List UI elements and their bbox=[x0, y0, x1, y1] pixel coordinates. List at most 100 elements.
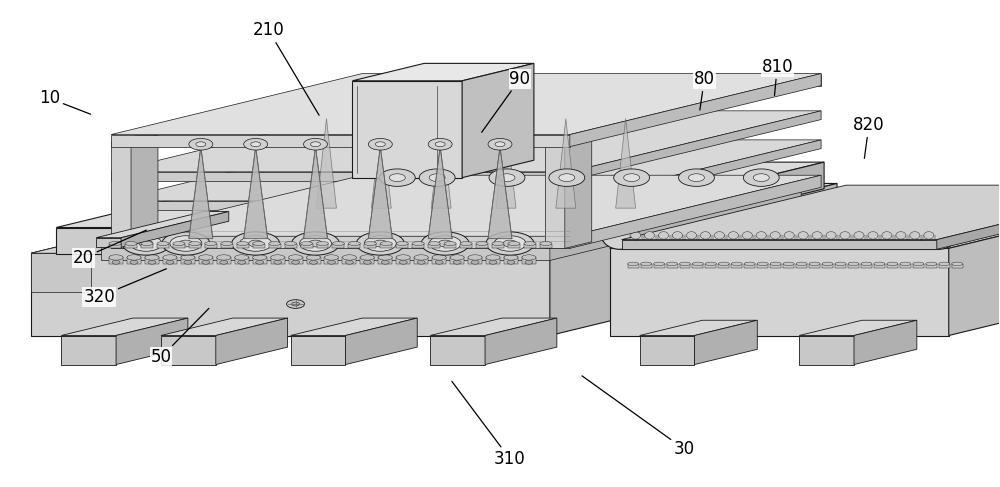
Polygon shape bbox=[952, 264, 963, 268]
Circle shape bbox=[244, 138, 268, 150]
Polygon shape bbox=[111, 142, 131, 248]
Ellipse shape bbox=[798, 232, 808, 239]
Ellipse shape bbox=[645, 232, 655, 239]
Polygon shape bbox=[680, 264, 690, 268]
Polygon shape bbox=[783, 264, 794, 268]
Polygon shape bbox=[291, 336, 345, 365]
Ellipse shape bbox=[332, 242, 344, 245]
Polygon shape bbox=[744, 264, 755, 268]
Ellipse shape bbox=[913, 262, 924, 265]
Ellipse shape bbox=[253, 242, 265, 245]
Polygon shape bbox=[630, 223, 929, 227]
Polygon shape bbox=[345, 318, 417, 365]
Circle shape bbox=[549, 169, 585, 187]
Ellipse shape bbox=[492, 242, 504, 245]
Ellipse shape bbox=[673, 232, 682, 239]
Ellipse shape bbox=[450, 255, 464, 260]
Ellipse shape bbox=[926, 262, 937, 265]
Polygon shape bbox=[199, 258, 213, 264]
Polygon shape bbox=[654, 264, 665, 268]
Ellipse shape bbox=[686, 232, 696, 239]
Ellipse shape bbox=[731, 262, 742, 265]
Polygon shape bbox=[161, 318, 288, 336]
Circle shape bbox=[495, 142, 505, 147]
Polygon shape bbox=[705, 264, 716, 268]
Polygon shape bbox=[545, 135, 592, 142]
Polygon shape bbox=[488, 147, 512, 239]
Circle shape bbox=[356, 232, 404, 255]
Ellipse shape bbox=[924, 232, 934, 239]
Circle shape bbox=[753, 174, 769, 182]
Polygon shape bbox=[450, 258, 464, 264]
Polygon shape bbox=[731, 264, 742, 268]
Circle shape bbox=[139, 240, 153, 247]
Ellipse shape bbox=[770, 232, 780, 239]
Ellipse shape bbox=[601, 218, 639, 249]
Polygon shape bbox=[31, 253, 550, 336]
Polygon shape bbox=[189, 147, 213, 239]
Polygon shape bbox=[822, 264, 833, 268]
Polygon shape bbox=[61, 336, 116, 365]
Polygon shape bbox=[550, 184, 837, 336]
Ellipse shape bbox=[896, 232, 906, 239]
Polygon shape bbox=[307, 258, 320, 264]
Circle shape bbox=[399, 261, 407, 264]
Polygon shape bbox=[616, 118, 636, 208]
Circle shape bbox=[189, 138, 213, 150]
Polygon shape bbox=[101, 185, 801, 246]
Ellipse shape bbox=[659, 232, 669, 239]
Circle shape bbox=[240, 236, 272, 251]
Polygon shape bbox=[317, 244, 328, 248]
Circle shape bbox=[373, 240, 387, 247]
Polygon shape bbox=[430, 336, 485, 365]
Polygon shape bbox=[101, 246, 550, 261]
Ellipse shape bbox=[163, 255, 177, 260]
Ellipse shape bbox=[301, 242, 313, 245]
Ellipse shape bbox=[692, 262, 703, 265]
Circle shape bbox=[170, 236, 202, 251]
Ellipse shape bbox=[253, 255, 267, 260]
Circle shape bbox=[417, 261, 425, 264]
Circle shape bbox=[488, 138, 512, 150]
Ellipse shape bbox=[714, 232, 724, 239]
Polygon shape bbox=[111, 172, 570, 181]
Circle shape bbox=[309, 240, 322, 247]
Ellipse shape bbox=[396, 255, 410, 260]
Ellipse shape bbox=[396, 242, 408, 245]
Circle shape bbox=[379, 169, 415, 187]
Ellipse shape bbox=[667, 262, 678, 265]
Circle shape bbox=[148, 261, 156, 264]
Polygon shape bbox=[324, 258, 338, 264]
Polygon shape bbox=[556, 118, 576, 208]
Circle shape bbox=[184, 261, 192, 264]
Ellipse shape bbox=[317, 242, 328, 245]
Ellipse shape bbox=[756, 232, 766, 239]
Ellipse shape bbox=[414, 255, 428, 260]
Ellipse shape bbox=[744, 262, 755, 265]
Ellipse shape bbox=[680, 262, 690, 265]
Polygon shape bbox=[641, 264, 652, 268]
Ellipse shape bbox=[540, 242, 552, 245]
Circle shape bbox=[489, 169, 525, 187]
Circle shape bbox=[310, 261, 318, 264]
Ellipse shape bbox=[109, 242, 121, 245]
Ellipse shape bbox=[235, 255, 249, 260]
Polygon shape bbox=[116, 318, 188, 365]
Polygon shape bbox=[550, 185, 801, 261]
Polygon shape bbox=[289, 258, 303, 264]
Polygon shape bbox=[56, 162, 824, 227]
Polygon shape bbox=[31, 184, 837, 253]
Polygon shape bbox=[61, 318, 188, 336]
Polygon shape bbox=[304, 147, 327, 239]
Polygon shape bbox=[111, 201, 570, 209]
Circle shape bbox=[256, 261, 264, 264]
Ellipse shape bbox=[324, 255, 338, 260]
Ellipse shape bbox=[882, 232, 892, 239]
Polygon shape bbox=[121, 211, 229, 247]
Circle shape bbox=[471, 261, 479, 264]
Circle shape bbox=[489, 261, 497, 264]
Circle shape bbox=[311, 142, 320, 147]
Polygon shape bbox=[161, 336, 216, 365]
Ellipse shape bbox=[524, 242, 536, 245]
Polygon shape bbox=[667, 264, 678, 268]
